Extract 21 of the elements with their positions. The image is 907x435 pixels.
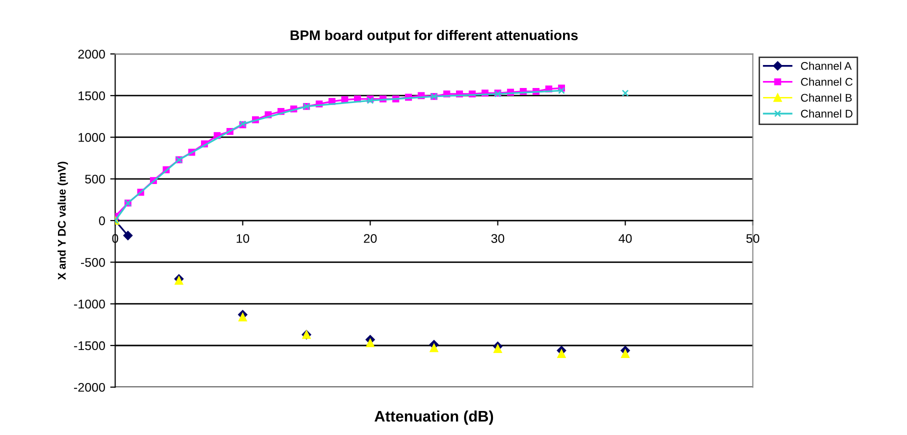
y-tick-label: 1500 <box>78 91 105 100</box>
legend-label: Channel B <box>801 94 852 102</box>
y-tick-label: -500 <box>81 258 105 267</box>
x-tick-label: 20 <box>364 234 377 243</box>
y-tick-label: 1000 <box>78 133 105 142</box>
y-tick-label: -1500 <box>74 341 105 350</box>
y-tick-label: 0 <box>99 216 105 226</box>
x-tick-label: 10 <box>236 234 250 243</box>
legend-label: Channel C <box>801 78 853 86</box>
y-tick-label: 500 <box>85 174 105 184</box>
legend-label: Channel A <box>801 62 852 70</box>
chart-title: BPM board output for different attenuations <box>290 30 578 43</box>
x-tick-label: 40 <box>618 234 632 243</box>
y-tick-label: -1000 <box>74 300 105 308</box>
x-tick-label: 30 <box>491 234 504 243</box>
x-axis-title: Attenuation (dB) <box>374 410 494 425</box>
y-axis-title: X and Y DC value (mV) <box>58 162 68 280</box>
y-tick-label: 2000 <box>78 50 105 59</box>
y-tick-label: -2000 <box>74 382 105 392</box>
x-tick-label: 50 <box>746 234 760 243</box>
legend-label: Channel D <box>801 109 852 118</box>
